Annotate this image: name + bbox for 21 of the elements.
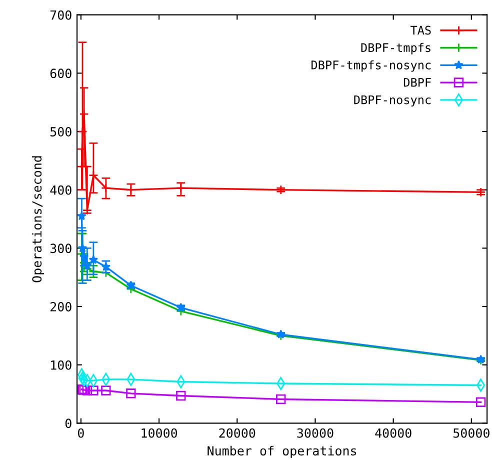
x-tick-label: 30000 xyxy=(297,428,334,438)
x-tick-label: 40000 xyxy=(375,428,412,438)
legend-label: DBPF xyxy=(404,78,431,87)
legend-label: DBPF-nosync xyxy=(354,95,431,107)
x-tick-label: 0 xyxy=(78,428,84,438)
y-axis-title: Operations/second xyxy=(32,156,44,282)
x-axis-title: Number of operations xyxy=(208,446,356,458)
y-tick-label: 0 xyxy=(65,418,72,428)
y-tick-label: 300 xyxy=(50,244,72,254)
y-tick-label: 400 xyxy=(50,185,72,195)
y-tick-label: 700 xyxy=(50,10,72,20)
y-tick-label: 500 xyxy=(50,127,72,136)
y-tick-label: 200 xyxy=(50,302,72,312)
x-tick-label: 20000 xyxy=(219,428,256,438)
legend-label: DBPF-tmpfs-nosync xyxy=(312,60,431,72)
y-tick-label: 100 xyxy=(51,360,72,370)
y-tick-label: 600 xyxy=(50,68,72,78)
x-tick-label: 10000 xyxy=(142,428,178,438)
x-tick-label: 50000 xyxy=(454,428,490,438)
legend-label: DBPF-tmpfs xyxy=(361,42,430,54)
legend-label: TAS xyxy=(410,26,431,35)
